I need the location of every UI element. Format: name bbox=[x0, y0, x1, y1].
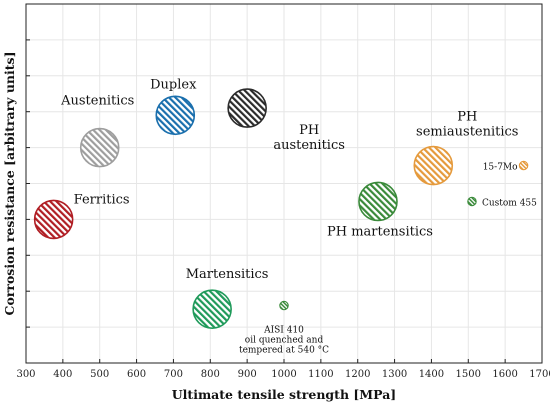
point-ferritics bbox=[33, 199, 74, 240]
point-austenitics bbox=[79, 127, 120, 168]
x-tick-label: 1600 bbox=[492, 369, 517, 380]
x-tick-label: 900 bbox=[238, 369, 257, 380]
point-custom-455 bbox=[467, 196, 477, 207]
x-axis-title: Ultimate tensile strength [MPa] bbox=[172, 387, 396, 402]
point-duplex bbox=[155, 95, 196, 136]
data-points bbox=[33, 88, 529, 329]
point-ph-martensitics bbox=[358, 181, 398, 222]
label-ph-semiaustenitics: PH semiaustenitics bbox=[416, 110, 518, 140]
x-tick-label: 800 bbox=[201, 369, 220, 380]
label-martensitics: Martensitics bbox=[186, 267, 269, 282]
x-tick-label: 300 bbox=[16, 369, 35, 380]
x-tick-label: 1200 bbox=[345, 369, 370, 380]
x-tick-label: 700 bbox=[164, 369, 183, 380]
x-tick-label: 1000 bbox=[271, 369, 296, 380]
label-ferritics: Ferritics bbox=[74, 192, 130, 207]
x-tick-label: 600 bbox=[127, 369, 146, 380]
label-15-7mo: 15-7Mo bbox=[483, 163, 518, 173]
label-ph-austenitics: PH austenitics bbox=[273, 123, 345, 153]
label-ph-martensitics: PH martensitics bbox=[327, 224, 433, 239]
point-martensitics bbox=[192, 289, 232, 329]
point-labels: Ferritics Austenitics Duplex PH austenitics P… bbox=[60, 77, 537, 355]
y-axis-title: Corrosion resistance [arbitrary units] bbox=[2, 52, 17, 316]
x-tick-label: 1100 bbox=[308, 369, 333, 380]
x-tick-label: 1400 bbox=[419, 369, 444, 380]
label-duplex: Duplex bbox=[150, 77, 197, 92]
x-tick-label: 400 bbox=[53, 369, 72, 380]
point-ph-austenitics bbox=[227, 88, 267, 128]
point-15-7mo bbox=[518, 160, 529, 171]
x-tick-label: 1700 bbox=[529, 369, 550, 380]
grid bbox=[26, 4, 542, 363]
x-tick-label: 1500 bbox=[456, 369, 481, 380]
x-tick-label: 500 bbox=[90, 369, 109, 380]
label-austenitics: Austenitics bbox=[60, 94, 134, 109]
point-ph-semiaustenitics bbox=[413, 145, 454, 186]
x-tick-label: 1300 bbox=[382, 369, 407, 380]
axis-ticks: 300 400 500 600 700 800 900 1000 1100 1200 1300 140… bbox=[16, 39, 550, 380]
label-custom-455: Custom 455 bbox=[482, 198, 537, 208]
label-aisi-410: AISI 410 oil quenched and tempered at 540 … bbox=[239, 326, 329, 356]
point-aisi-410 bbox=[279, 300, 289, 311]
